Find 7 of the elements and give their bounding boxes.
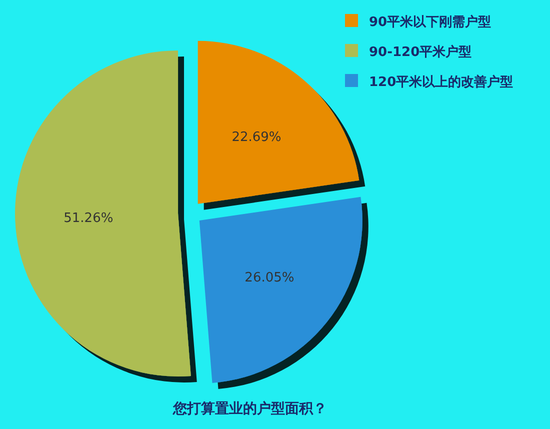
text: 您打算置业的户型面积？ [172,400,327,417]
data-label: 51.26% [64,211,114,226]
legend-label: 90-120平米户型 [369,44,472,60]
data-label: 26.05% [244,270,294,286]
legend-label: 120平米以上的改善户型 [369,74,514,90]
data-label: 22.69% [232,130,282,146]
legend-label: 90平米以下刚需户型 [369,14,492,30]
